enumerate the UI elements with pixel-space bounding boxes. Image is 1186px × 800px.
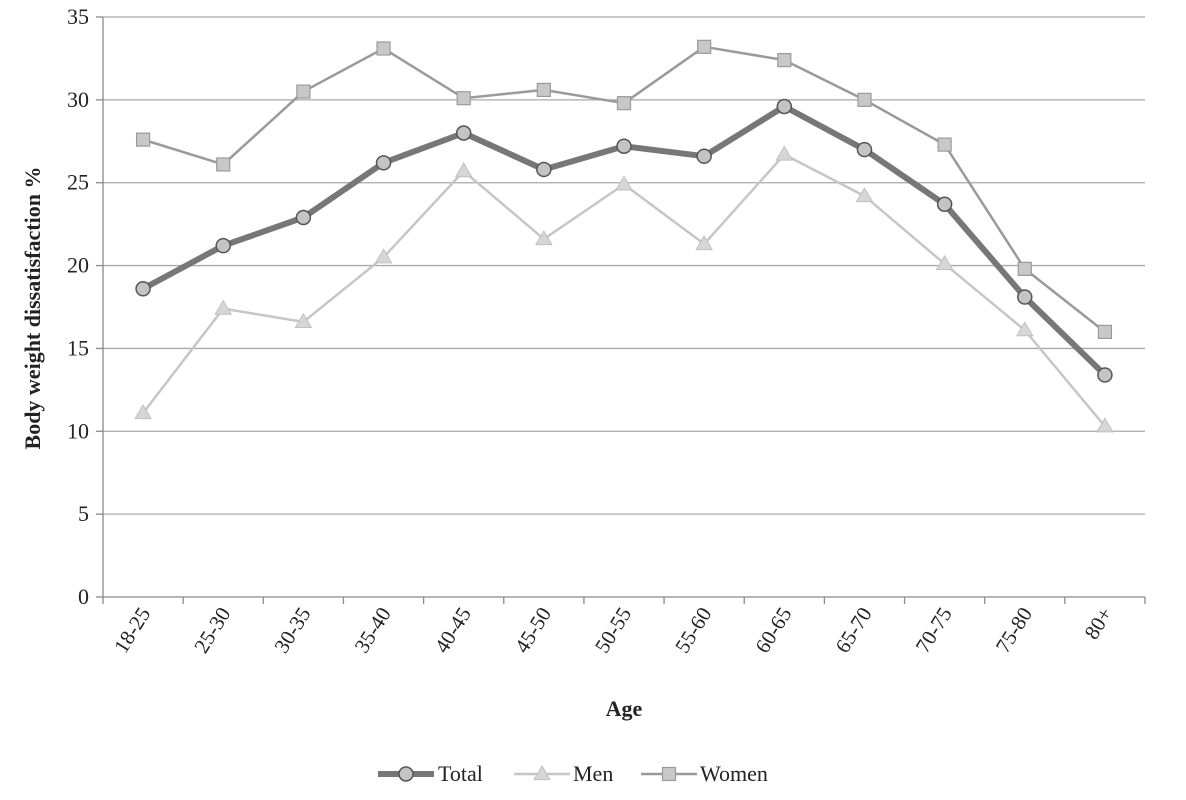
data-point-total [696,148,712,164]
data-point-men [1096,417,1114,433]
x-tick-label: 45-50 [510,603,556,657]
x-tick-label: 60-65 [750,603,796,657]
data-point-men [1015,321,1034,337]
data-point-total [455,125,472,141]
data-point-total [936,196,953,213]
x-tick-label: 25-30 [189,603,235,657]
y-tick-label: 0 [78,584,89,609]
data-point-women [697,39,712,54]
x-tick-label: 50-55 [590,603,636,657]
data-point-men [294,312,313,329]
data-point-women [777,52,792,68]
x-axis-title: Age [606,696,643,721]
data-point-total [375,155,392,171]
series-total [135,98,1113,383]
legend-item-total: Total [378,761,483,786]
data-point-men [695,235,714,251]
y-tick-label: 5 [78,501,89,526]
data-point-total [856,141,873,158]
y-axis-title: Body weight dissatisfaction % [20,167,45,450]
series [134,39,1114,433]
data-point-women [616,96,632,111]
data-point-women [216,157,231,172]
x-tick-label: 40-45 [430,603,476,657]
legend-item-women: Women [641,761,768,786]
legend: Total Men Women [378,761,768,786]
x-tick-labels: 18-25 25-30 30-35 35-40 40-45 45-50 50-55 55-60… [109,603,1117,657]
x-tick-label: 55-60 [670,603,716,657]
data-point-women [937,137,952,152]
data-point-total [1017,289,1033,305]
data-point-women [857,92,872,107]
data-point-men [534,230,553,246]
data-point-men [855,186,874,203]
series-line-men [142,153,1106,428]
y-tick-label: 25 [67,170,89,195]
y-tick-labels: 0 5 10 15 20 25 30 35 [67,4,89,609]
y-tick-label: 10 [67,418,89,443]
data-point-women [456,91,471,106]
data-point-men [775,145,794,161]
legend-label-total: Total [438,761,483,786]
data-point-total [616,138,632,155]
data-point-men [374,248,393,264]
data-point-total [295,209,312,226]
x-tick-label: 75-80 [991,603,1037,657]
data-point-women [1097,324,1113,339]
legend-label-men: Men [573,761,613,786]
x-tick-label: 35-40 [349,603,395,657]
x-tick-label: 80+ [1079,603,1117,644]
series-women [135,39,1113,339]
axes [96,16,1146,604]
data-point-women [536,82,551,98]
legend-item-men: Men [514,761,613,786]
y-tick-label: 30 [67,87,89,112]
data-point-men [615,175,633,191]
data-point-women [135,132,151,147]
legend-marker-women [661,766,677,782]
data-point-men [134,404,152,420]
series-men [134,145,1114,433]
data-point-men [454,162,473,178]
data-point-total [135,281,151,297]
data-point-total [1097,367,1113,383]
data-point-total [536,161,552,178]
data-point-men [935,254,954,271]
data-point-women [296,84,311,99]
data-point-women [376,41,391,56]
legend-marker-total [398,766,414,782]
x-tick-label: 65-70 [830,603,876,657]
y-tick-label: 35 [67,4,89,29]
data-point-total [215,237,231,254]
x-tick-label: 18-25 [109,603,155,657]
data-point-total [776,98,793,115]
data-point-women [1017,261,1032,276]
y-tick-label: 20 [67,253,89,278]
gridlines [103,16,1145,515]
x-tick-label: 70-75 [911,603,957,657]
y-tick-label: 15 [67,335,89,360]
legend-label-women: Women [700,761,768,786]
data-point-men [214,299,233,315]
legend-marker-men [533,765,551,781]
x-tick-label: 30-35 [269,603,315,657]
